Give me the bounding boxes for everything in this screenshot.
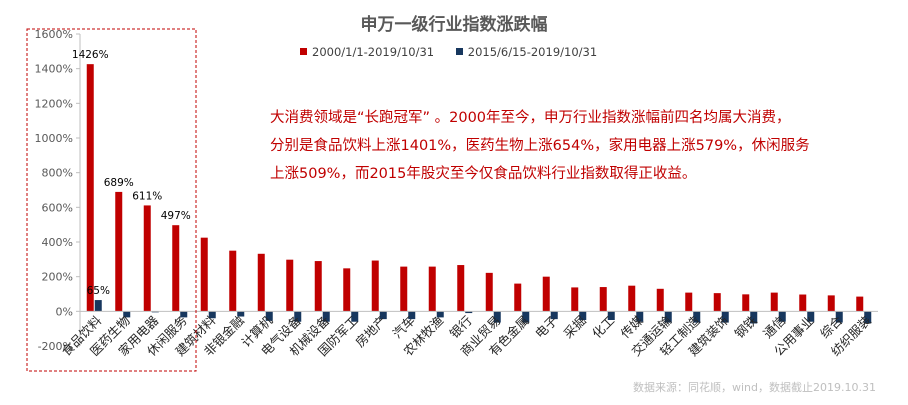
- legend-swatch-series-1: [300, 48, 307, 55]
- bar-series-2: [778, 311, 786, 322]
- annotation-text: 大消费领域是“长跑冠军” 。2000年至今，申万行业指数涨幅前四名均属大消费， …: [270, 104, 870, 188]
- bar-series-2: [408, 311, 416, 320]
- legend-swatch-series-2: [455, 48, 463, 55]
- bar-series-1: [371, 260, 379, 312]
- bar-series-1: [770, 292, 778, 312]
- chart-title: 申万一级行业指数涨跌幅: [360, 15, 548, 35]
- bar-series-2: [294, 311, 302, 322]
- bar-series-2: [208, 311, 216, 319]
- annotation-line: 分别是食品饮料上涨1401%，医药生物上涨654%，家用电器上涨579%，休闲服…: [270, 138, 810, 154]
- bar-series-1: [229, 250, 237, 312]
- legend-item-series-1: 2000/1/1-2019/10/31: [300, 45, 434, 59]
- bar-series-2: [607, 311, 615, 320]
- y-tick-label: 1200%: [35, 97, 73, 110]
- bar-series-1: [428, 266, 436, 312]
- bar-series-1: [656, 288, 664, 312]
- y-tick-label: 200%: [42, 271, 73, 284]
- bar-series-2: [522, 311, 530, 323]
- data-label: 1426%: [72, 49, 109, 61]
- bar-series-1: [314, 261, 322, 312]
- y-tick-label: 400%: [42, 236, 73, 249]
- bar-series-2: [664, 311, 672, 323]
- legend-label-series-1: 2000/1/1-2019/10/31: [312, 44, 435, 59]
- bar-series-2: [436, 311, 444, 318]
- data-label: 611%: [132, 190, 162, 202]
- bar-series-1: [343, 268, 351, 312]
- y-tick-label: 1000%: [35, 132, 73, 145]
- bar-series-1: [200, 237, 208, 312]
- bar-series-2: [265, 311, 273, 321]
- bar-series-2: [351, 311, 359, 322]
- bar-series-1: [257, 253, 265, 312]
- bar-series-2: [237, 311, 245, 317]
- bar-series-1: [628, 285, 636, 312]
- bar-series-1: [143, 205, 151, 312]
- bar-series-1: [856, 296, 864, 312]
- data-label: 497%: [161, 210, 191, 222]
- bar-series-1: [542, 276, 550, 312]
- bar-series-2: [864, 311, 872, 324]
- data-label: 689%: [104, 177, 134, 189]
- bar-series-2: [721, 311, 729, 323]
- chart-legend: 2000/1/1-2019/10/31 2015/6/15-2019/10/31: [300, 44, 820, 59]
- annotation-line: 上涨509%，而2015年股灾至今仅食品饮料行业指数取得正收益。: [270, 166, 697, 182]
- annotation-line: 大消费领域是“长跑冠军” 。2000年至今，申万行业指数涨幅前四名均属大消费，: [270, 110, 791, 126]
- bar-series-1: [799, 294, 807, 312]
- y-tick-label: 1600%: [35, 28, 73, 41]
- bar-series-1: [286, 259, 294, 312]
- data-label: 65%: [87, 285, 110, 297]
- y-tick-label: 1400%: [35, 63, 73, 76]
- bar-series-2: [94, 300, 102, 312]
- y-tick-label: 600%: [42, 201, 73, 214]
- legend-item-series-2: 2015/6/15-2019/10/31: [455, 44, 598, 59]
- bar-series-1: [571, 287, 579, 312]
- bar-series-1: [400, 266, 408, 312]
- bar-series-2: [807, 311, 815, 322]
- bar-series-2: [750, 311, 758, 324]
- bar-series-2: [835, 311, 843, 323]
- data-source-note: 数据来源：同花顺，wind，数据截止2019.10.31: [633, 381, 876, 394]
- bar-series-2: [465, 311, 473, 314]
- bar-series-1: [685, 292, 693, 312]
- bar-series-2: [180, 311, 188, 318]
- bar-series-1: [599, 287, 607, 312]
- bar-series-2: [493, 311, 501, 323]
- bar-series-1: [172, 225, 180, 312]
- bar-series-2: [379, 311, 387, 320]
- bar-series-2: [550, 311, 558, 320]
- bar-series-1: [115, 191, 123, 312]
- bar-series-1: [713, 293, 721, 312]
- bar-series-1: [485, 272, 493, 312]
- legend-label-series-2: 2015/6/15-2019/10/31: [467, 44, 598, 59]
- y-tick-label: -200%: [38, 340, 73, 353]
- bar-series-2: [322, 311, 330, 322]
- y-tick-label: 0%: [56, 305, 73, 318]
- bar-series-1: [827, 295, 835, 312]
- y-tick-label: 800%: [42, 167, 73, 180]
- bar-series-2: [693, 311, 701, 323]
- bar-series-2: [636, 311, 644, 322]
- bar-series-2: [579, 311, 587, 320]
- bar-series-1: [514, 283, 522, 312]
- bar-series-1: [742, 294, 750, 312]
- bar-series-1: [86, 64, 94, 312]
- bar-series-1: [457, 265, 465, 312]
- bar-series-2: [123, 311, 131, 318]
- highlight-box: [26, 28, 197, 372]
